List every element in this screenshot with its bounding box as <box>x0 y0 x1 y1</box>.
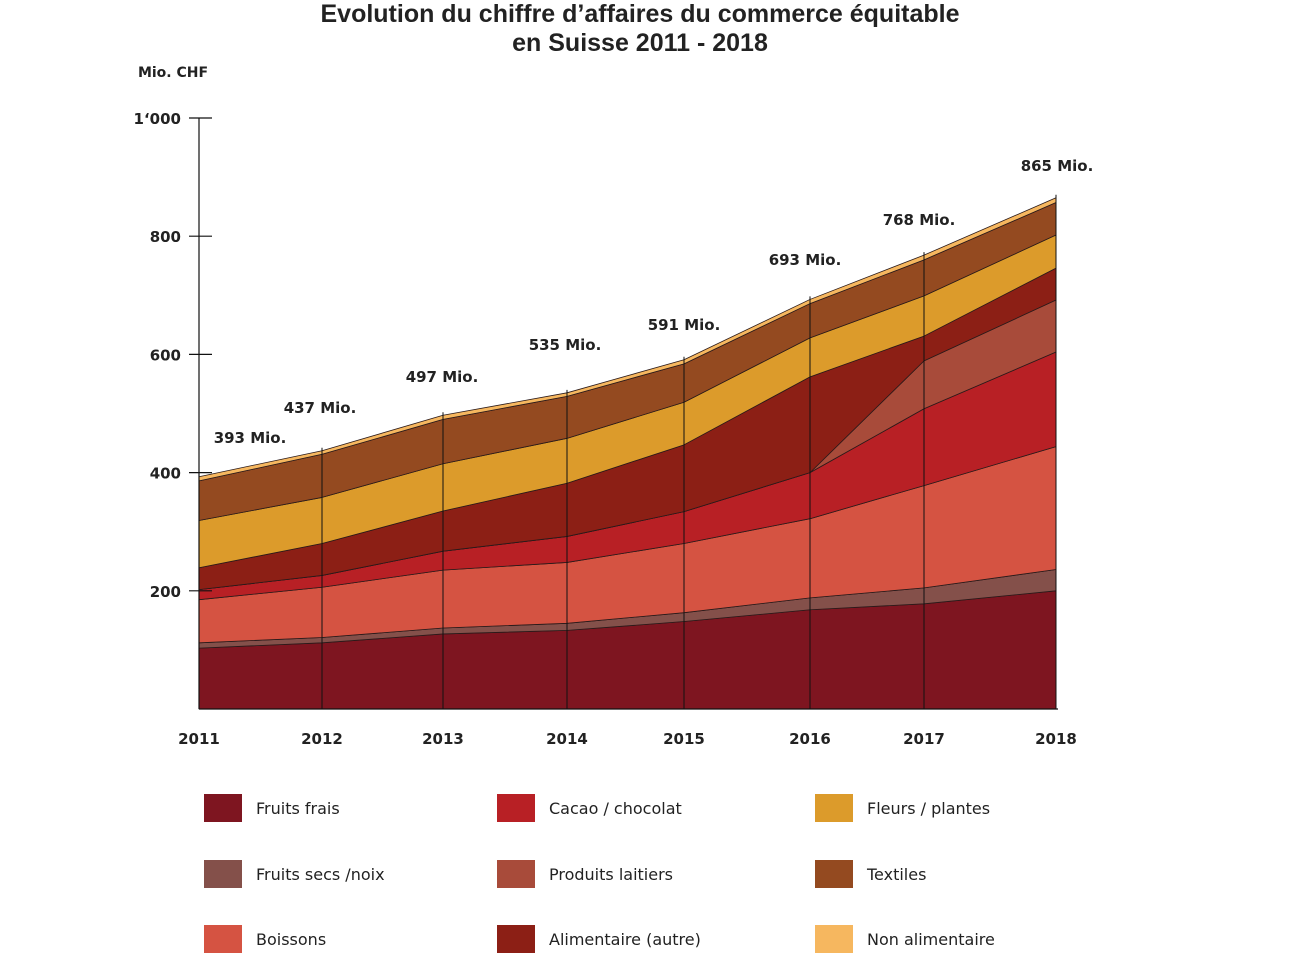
legend-label: Cacao / chocolat <box>549 798 682 818</box>
legend-item: Cacao / chocolat <box>497 793 682 823</box>
legend-item: Textiles <box>815 859 926 889</box>
y-tick-label: 400 <box>150 465 181 483</box>
legend-item: Fleurs / plantes <box>815 793 990 823</box>
legend-swatch <box>497 860 535 888</box>
y-tick-label: 200 <box>150 583 181 601</box>
total-label: 497 Mio. <box>406 368 479 386</box>
x-tick-label: 2012 <box>301 730 343 748</box>
total-label: 693 Mio. <box>769 251 842 269</box>
legend-swatch <box>815 794 853 822</box>
x-tick-label: 2011 <box>178 730 220 748</box>
legend-item: Fruits secs /noix <box>204 859 385 889</box>
chart-title: Evolution du chiffre d’affaires du comme… <box>320 0 960 28</box>
y-tick-label: 800 <box>150 228 181 246</box>
total-label: 591 Mio. <box>648 316 721 334</box>
legend-swatch <box>204 794 242 822</box>
areas-group <box>198 197 1057 710</box>
legend-label: Non alimentaire <box>867 929 995 949</box>
x-tick-label: 2013 <box>422 730 464 748</box>
x-tick-label: 2017 <box>903 730 945 748</box>
legend-label: Fruits frais <box>256 798 340 818</box>
y-axis-label: Mio. CHF <box>138 65 208 81</box>
legend-swatch <box>497 794 535 822</box>
total-label: 768 Mio. <box>883 211 956 229</box>
y-tick-label: 600 <box>150 346 181 364</box>
legend-item: Produits laitiers <box>497 859 673 889</box>
legend-swatch <box>204 860 242 888</box>
y-tick-label: 1‘000 <box>134 110 181 128</box>
legend-label: Boissons <box>256 929 327 949</box>
x-tick-label: 2015 <box>663 730 705 748</box>
legend-swatch <box>815 925 853 953</box>
tick-labels: 200 400 600 800 1‘000 2011 2012 2013 2014 2015 201… <box>134 110 1077 748</box>
legend-item: Alimentaire (autre) <box>497 924 701 954</box>
year-dividers <box>321 194 1057 709</box>
total-label: 393 Mio. <box>214 429 287 447</box>
chart-subtitle: en Suisse 2011 - 2018 <box>512 29 768 57</box>
total-label: 535 Mio. <box>529 336 602 354</box>
legend-item: Non alimentaire <box>815 924 995 954</box>
x-tick-label: 2016 <box>789 730 831 748</box>
total-labels: 393 Mio. 437 Mio. 497 Mio. 535 Mio. 591 Mio.… <box>214 157 1094 447</box>
legend-swatch <box>497 925 535 953</box>
legend-swatch <box>204 925 242 953</box>
legend-label: Textiles <box>867 864 927 884</box>
legend-label: Fleurs / plantes <box>867 798 991 818</box>
legend-item: Fruits frais <box>204 793 340 823</box>
legend-label: Alimentaire (autre) <box>549 929 701 949</box>
x-tick-label: 2018 <box>1035 730 1077 748</box>
total-label: 437 Mio. <box>284 399 357 417</box>
legend-swatch <box>815 860 853 888</box>
axes-group <box>189 117 1058 710</box>
legend-label: Fruits secs /noix <box>256 864 385 884</box>
total-label: 865 Mio. <box>1021 157 1094 175</box>
x-tick-label: 2014 <box>546 730 588 748</box>
legend-label: Produits laitiers <box>549 864 673 884</box>
legend-item: Boissons <box>204 924 326 954</box>
